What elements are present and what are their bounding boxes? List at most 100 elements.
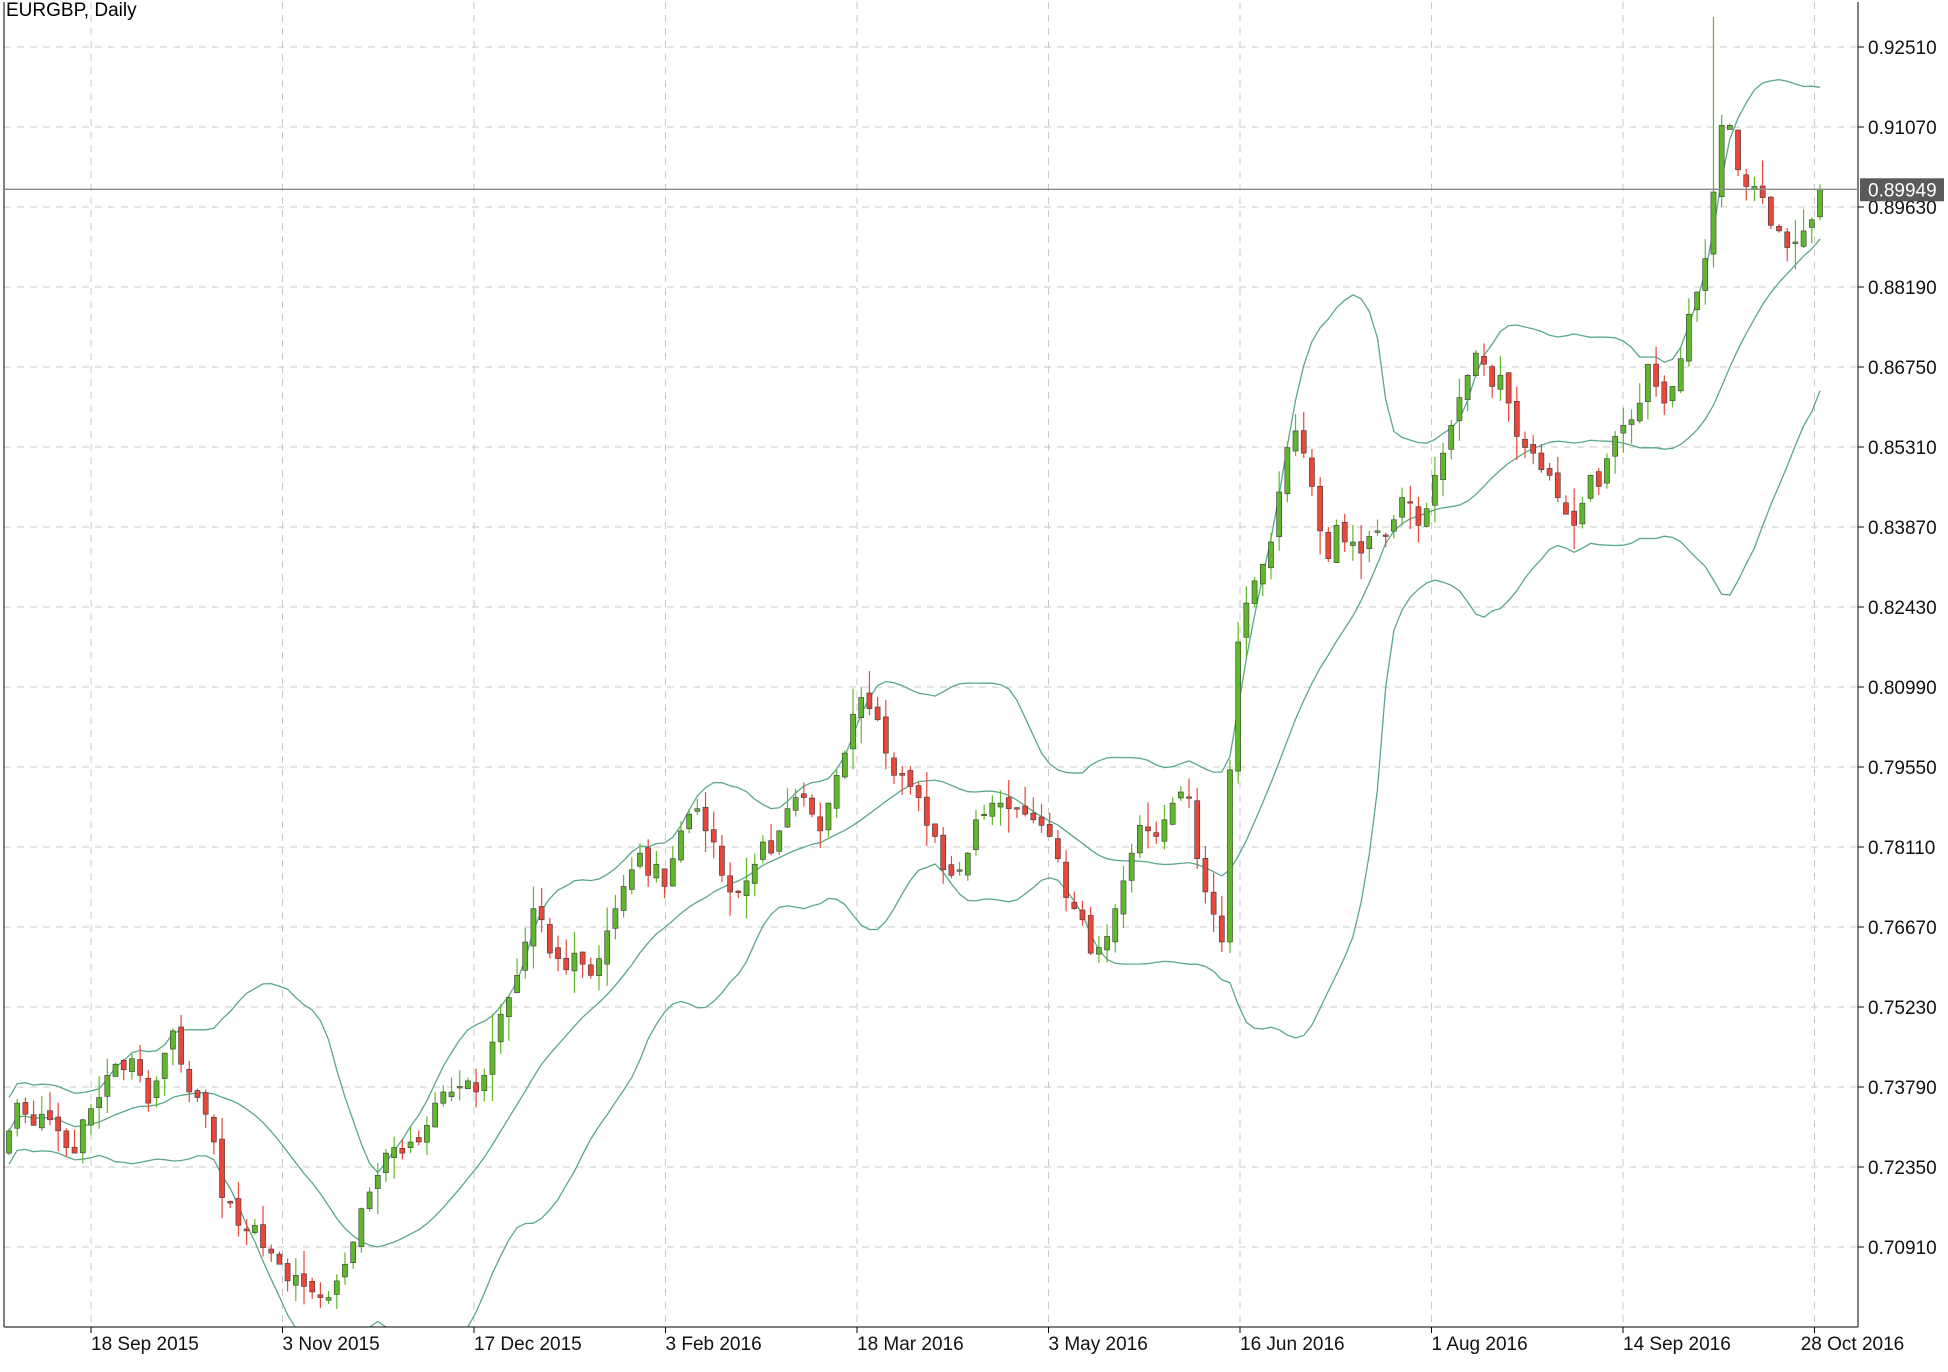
candle — [1440, 442, 1446, 497]
candle — [1317, 476, 1323, 555]
candle — [956, 861, 963, 876]
candle-body — [710, 829, 717, 843]
y-tick-label: 0.76670 — [1868, 918, 1937, 939]
candle-body — [1055, 838, 1061, 859]
candle-body — [1210, 891, 1217, 915]
candle-body — [1694, 291, 1700, 311]
candle-body — [899, 773, 906, 776]
candle-body — [1325, 532, 1332, 559]
candle — [997, 790, 1004, 826]
candle — [1145, 802, 1151, 849]
candle-body — [1300, 430, 1307, 454]
candle-body — [923, 796, 930, 826]
candle-body — [1399, 497, 1405, 518]
candle-body — [997, 802, 1004, 808]
candle — [481, 1068, 488, 1102]
candle — [522, 928, 529, 979]
candle — [973, 810, 979, 856]
candle-body — [825, 802, 832, 831]
x-tick-label: 28 Oct 2016 — [1801, 1334, 1905, 1355]
candle — [1309, 448, 1315, 497]
candle — [809, 794, 815, 818]
candle-body — [743, 880, 750, 896]
candle — [1604, 453, 1610, 489]
candle — [1268, 532, 1274, 580]
candle — [948, 855, 955, 879]
candle — [227, 1200, 234, 1208]
candle-body — [792, 797, 799, 811]
candle — [153, 1076, 160, 1108]
candle-body — [1718, 125, 1725, 198]
candle — [1718, 114, 1725, 207]
candle-body — [514, 975, 520, 993]
candle-body — [956, 869, 963, 872]
candle-body — [1046, 824, 1053, 837]
candle-body — [432, 1102, 438, 1128]
candle — [792, 788, 799, 817]
candle-body — [1587, 475, 1594, 499]
x-tick-label: 16 Jun 2016 — [1240, 1334, 1345, 1355]
candle-body — [1022, 805, 1028, 815]
candle-body — [1087, 915, 1094, 954]
candle-body — [989, 802, 996, 817]
candle-body — [1243, 602, 1250, 638]
candle-body — [1104, 936, 1110, 951]
candle-body — [350, 1241, 357, 1263]
candle-body — [227, 1201, 234, 1204]
y-tick-label: 0.83870 — [1868, 518, 1937, 539]
candle — [104, 1058, 111, 1113]
candle-body — [137, 1059, 143, 1076]
candle-body — [1727, 125, 1733, 130]
candle — [637, 843, 643, 869]
candle — [333, 1274, 340, 1309]
candle — [399, 1139, 406, 1160]
candle-body — [1645, 363, 1651, 402]
candle — [1800, 209, 1807, 249]
candle-body — [333, 1280, 340, 1295]
candle — [1374, 519, 1381, 536]
candle — [1202, 846, 1209, 904]
candle-body — [424, 1125, 430, 1143]
candle-body — [1186, 796, 1192, 799]
candle-body — [1030, 812, 1037, 821]
candle-body — [1153, 832, 1160, 837]
candle — [1104, 924, 1110, 963]
candle-body — [1333, 525, 1340, 563]
candle-body — [22, 1102, 29, 1115]
candle-body — [1268, 541, 1274, 569]
candle — [1423, 502, 1430, 528]
current-price-badge — [1860, 178, 1944, 202]
candle — [1276, 471, 1282, 551]
candle — [579, 951, 586, 979]
bollinger-bands — [8, 78, 1821, 1327]
candle-body — [1218, 915, 1225, 943]
x-tick-label: 14 Sep 2016 — [1623, 1334, 1731, 1355]
candle-body — [1259, 563, 1266, 585]
candle-body — [1579, 502, 1586, 525]
candle — [1243, 586, 1250, 658]
candle-body — [1686, 313, 1692, 362]
candle-body — [678, 830, 684, 861]
candle — [678, 821, 684, 863]
candle — [1628, 409, 1635, 444]
candle-body — [104, 1075, 111, 1097]
candle-body — [637, 852, 643, 867]
chart-title: EURGBP, Daily — [6, 0, 137, 21]
candle — [1087, 906, 1094, 956]
candle-body — [96, 1097, 102, 1108]
candle-body — [1137, 825, 1143, 854]
y-tick-label: 0.89630 — [1868, 198, 1937, 219]
candle — [776, 829, 783, 855]
candle-body — [1374, 530, 1381, 533]
candle-body — [596, 958, 602, 977]
y-tick-label: 0.86750 — [1868, 358, 1937, 379]
candle-body — [366, 1191, 373, 1209]
candle-body — [1276, 491, 1282, 537]
candle — [424, 1116, 430, 1156]
candle-body — [1407, 501, 1414, 504]
y-tick-label: 0.70910 — [1868, 1238, 1937, 1259]
candle-body — [79, 1119, 86, 1154]
y-tick-label: 0.72350 — [1868, 1158, 1937, 1179]
candle-body — [833, 775, 840, 809]
y-tick-label: 0.79550 — [1868, 758, 1937, 779]
